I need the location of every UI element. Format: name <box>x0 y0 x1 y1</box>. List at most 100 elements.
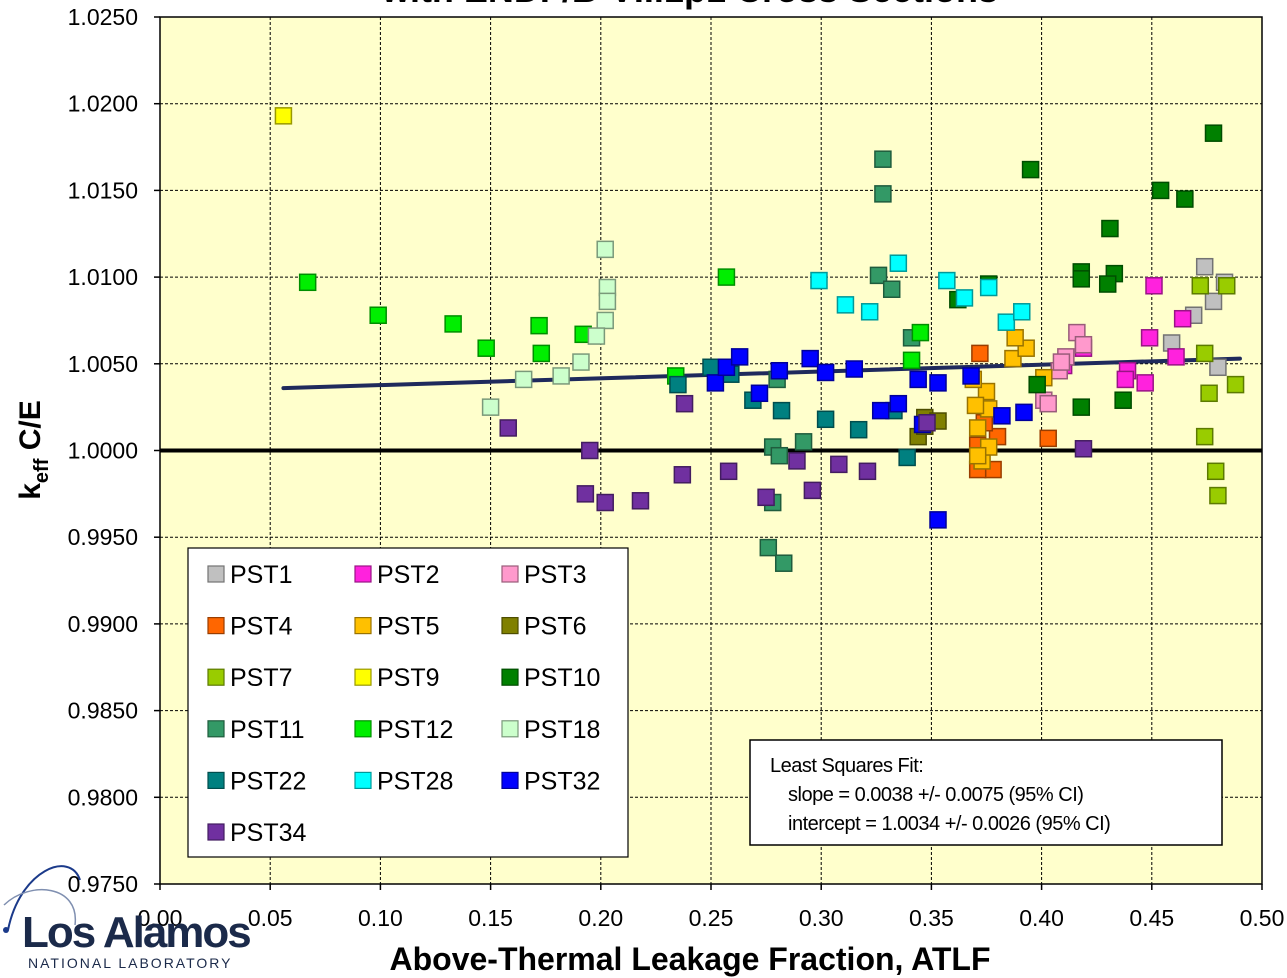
data-point <box>757 488 775 507</box>
data-point <box>1195 257 1214 276</box>
annotation-text: slope = 0.0038 +/- 0.0075 (95% CI) <box>788 784 1083 806</box>
legend-label: PST12 <box>377 716 453 744</box>
data-point <box>1176 190 1194 208</box>
data-point <box>581 441 599 460</box>
data-point <box>772 401 791 420</box>
data-point <box>1226 375 1245 394</box>
data-point <box>596 493 614 512</box>
data-point <box>532 344 551 363</box>
y-tick-label: 0.9750 <box>68 871 138 897</box>
data-point <box>1116 370 1135 389</box>
data-point <box>1140 329 1159 347</box>
data-point <box>669 375 687 394</box>
legend-swatch <box>501 565 519 583</box>
data-point <box>830 455 848 474</box>
data-point <box>717 268 736 286</box>
legend-label: PST11 <box>230 716 305 744</box>
legend-label: PST7 <box>230 664 293 692</box>
legend-label: PST34 <box>230 819 307 847</box>
legend-label: PST3 <box>524 561 587 589</box>
data-point <box>1191 277 1210 295</box>
data-point <box>596 240 614 259</box>
annotation-box <box>749 739 1223 846</box>
data-point <box>1145 277 1163 295</box>
data-point <box>675 394 694 413</box>
data-point <box>1039 429 1057 448</box>
legend-swatch <box>207 771 225 790</box>
data-point <box>1151 181 1170 200</box>
data-point <box>598 292 617 311</box>
data-point <box>1072 398 1091 416</box>
annotation-text: Least Squares Fit: <box>770 755 923 777</box>
data-point <box>810 271 828 290</box>
data-point <box>918 414 936 432</box>
logo-name: Los Alamos <box>22 908 250 957</box>
data-point <box>770 446 789 465</box>
data-point <box>836 296 855 314</box>
legend-swatch <box>207 565 225 583</box>
data-point <box>788 452 806 470</box>
data-point <box>803 481 822 500</box>
data-point <box>1206 462 1225 481</box>
data-point <box>702 358 720 377</box>
x-tick-label: 0.30 <box>799 905 844 931</box>
x-tick-label: 0.35 <box>909 905 954 931</box>
data-point <box>481 398 500 416</box>
data-point <box>1136 374 1154 392</box>
data-point <box>499 419 517 437</box>
legend-label: PST4 <box>230 613 293 641</box>
data-point <box>849 420 868 439</box>
data-point <box>596 311 614 330</box>
data-point <box>871 401 890 420</box>
y-tick-label: 1.0100 <box>68 264 138 290</box>
y-tick-label: 1.0000 <box>68 438 138 464</box>
data-point <box>1021 160 1040 179</box>
legend-label: PST6 <box>524 613 587 641</box>
data-point <box>979 278 998 297</box>
data-point <box>730 348 749 366</box>
legend-label: PST5 <box>377 613 440 641</box>
data-point <box>966 396 985 415</box>
y-axis-label-main: k <box>14 483 47 500</box>
data-point <box>719 462 738 481</box>
data-point <box>369 306 387 324</box>
data-point <box>274 107 293 125</box>
data-point <box>860 303 879 321</box>
data-point <box>874 185 892 203</box>
data-point <box>962 367 980 385</box>
fit-line <box>281 356 1242 391</box>
data-point <box>1195 427 1214 446</box>
data-point <box>1217 277 1236 295</box>
y-axis-label-sub: eff <box>31 458 53 483</box>
legend-swatch <box>354 720 372 738</box>
logo-subtitle: NATIONAL LABORATORY <box>28 955 233 971</box>
data-point <box>1013 303 1031 321</box>
legend-label: PST22 <box>230 767 306 795</box>
y-tick-label: 0.9950 <box>68 524 138 550</box>
x-tick-label: 0.45 <box>1129 905 1174 931</box>
data-point <box>298 273 317 292</box>
logo-arc <box>3 888 76 926</box>
legend-label: PST1 <box>230 561 293 589</box>
legend-swatch <box>501 616 519 635</box>
legend-swatch <box>354 616 372 635</box>
data-point <box>955 289 974 307</box>
y-tick-label: 1.0200 <box>68 91 138 117</box>
data-point <box>909 370 927 389</box>
data-point <box>794 433 813 451</box>
data-point <box>816 410 835 429</box>
legend-swatch <box>354 565 372 583</box>
data-point <box>858 462 877 481</box>
data-point <box>1039 394 1057 413</box>
legend-swatch <box>207 616 225 635</box>
y-tick-label: 1.0250 <box>68 4 138 30</box>
data-point <box>1173 309 1192 328</box>
data-point <box>968 419 987 437</box>
data-point <box>1101 219 1119 238</box>
data-point <box>882 280 901 298</box>
legend-label: PST32 <box>524 767 600 795</box>
data-point <box>1015 403 1033 422</box>
data-point <box>1204 124 1223 142</box>
data-point <box>774 554 793 572</box>
